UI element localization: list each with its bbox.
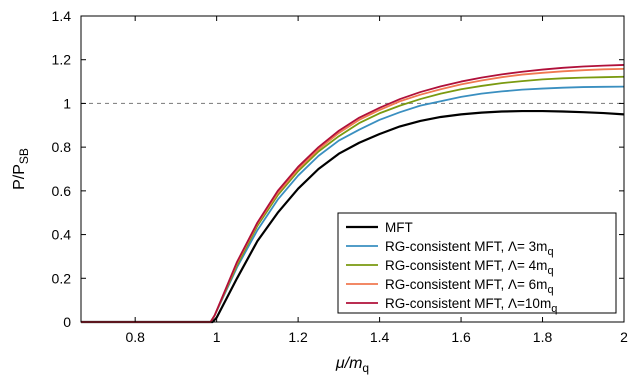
y-tick-label: 1 (63, 95, 71, 111)
y-tick-label: 0.4 (52, 227, 72, 243)
legend-entry-4: RG-consistent MFT, Λ= 6mq (385, 277, 554, 296)
series-layer (81, 64, 625, 324)
legend-entry-3: RG-consistent MFT, Λ= 4mq (385, 258, 554, 277)
y-tick-label: 0.8 (52, 139, 72, 155)
x-axis-label-main: μ/m (335, 355, 363, 372)
y-axis-label: P/PSB (11, 148, 31, 190)
legend-entry-2: RG-consistent MFT, Λ= 3mq (385, 239, 554, 258)
x-tick-label: 1.8 (533, 329, 553, 345)
x-axis-label: μ/mq (335, 355, 369, 375)
x-axis-label-sub: q (362, 361, 369, 375)
x-tick-label: 1 (213, 329, 221, 345)
x-tick-label: 1.6 (451, 329, 471, 345)
y-axis-label-main: P/P (11, 164, 28, 190)
x-tick-label: 2 (620, 329, 628, 345)
legend-box (337, 212, 617, 314)
y-tick-label: 0 (63, 314, 71, 330)
series-line-1 (81, 109, 625, 324)
y-axis-label-sub: SB (17, 148, 31, 164)
plot-frame (80, 15, 625, 323)
series-line-5 (81, 64, 625, 323)
tick-layer: 0.8 1 1.2 1.4 1.6 1.8 2 0 0.2 0.4 0.6 0.8 1 1.2 1.4 (52, 8, 629, 345)
y-tick-label: 1.4 (52, 8, 72, 24)
legend-entry-1: MFT (385, 220, 413, 235)
y-tick-label: 0.6 (52, 183, 72, 199)
x-tick-label: 1.2 (288, 329, 308, 345)
y-tick-label: 0.2 (52, 270, 72, 286)
y-tick-label: 1.2 (52, 52, 72, 68)
x-tick-label: 0.8 (125, 329, 145, 345)
legend-entry-5: RG-consistent MFT, Λ=10mq (385, 296, 557, 315)
x-tick-label: 1.4 (370, 329, 390, 345)
